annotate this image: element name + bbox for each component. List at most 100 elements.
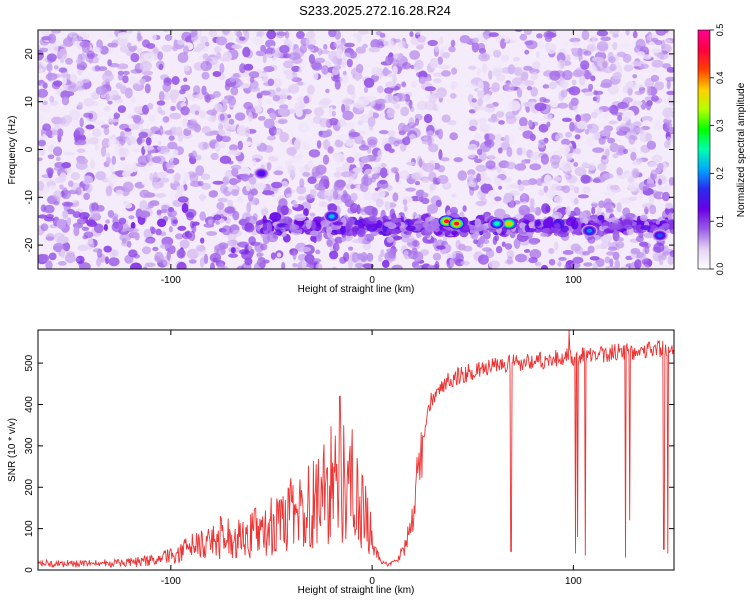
- y-tick-label: 0: [24, 146, 35, 152]
- spectrogram-speckle: [143, 145, 155, 151]
- x-tick: -100: [161, 30, 181, 286]
- spectrogram-speckle: [465, 83, 477, 88]
- spectrogram-speckle: [604, 265, 617, 269]
- spectrogram-speckle: [304, 194, 313, 200]
- colorbar-tick-label: 0.2: [715, 167, 725, 180]
- spectrogram-speckle: [88, 137, 99, 145]
- spectrogram-speckle: [291, 65, 301, 72]
- spectrogram-speckle: [573, 197, 579, 205]
- spectrogram-speckle: [258, 257, 266, 262]
- spectrogram-speckle: [467, 143, 478, 151]
- spectrogram-band-speckle: [384, 221, 393, 227]
- spectrogram-speckle: [93, 223, 104, 234]
- spectrogram-speckle: [122, 70, 130, 75]
- spectrogram-speckle: [164, 34, 173, 41]
- spectrogram-speckle: [451, 67, 458, 75]
- spectrogram-speckle: [176, 39, 186, 45]
- spectrogram-speckle: [583, 91, 595, 96]
- spectrogram-speckle: [395, 171, 400, 183]
- spectrogram-speckle: [560, 89, 568, 98]
- spectrogram-speckle: [39, 103, 52, 113]
- spectrogram-speckle: [530, 151, 542, 160]
- spectrogram-speckle: [105, 256, 109, 265]
- spectrogram-speckle: [531, 61, 541, 69]
- spectrogram-speckle: [588, 83, 594, 91]
- spectrogram-speckle: [262, 76, 269, 83]
- spectrogram-speckle: [580, 174, 591, 184]
- spectrogram-hotspot: [651, 229, 668, 242]
- spectrogram-speckle: [542, 84, 550, 89]
- spectrogram-speckle: [572, 41, 580, 46]
- spectrogram-speckle: [581, 250, 590, 256]
- spectrogram-speckle: [547, 112, 554, 122]
- spectrogram-speckle: [650, 168, 662, 175]
- spectrogram-speckle: [482, 63, 487, 74]
- spectrogram-speckle: [605, 208, 614, 213]
- spectrogram-speckle: [366, 252, 374, 262]
- spectrogram-speckle: [348, 131, 361, 138]
- spectrogram-speckle: [228, 118, 235, 125]
- spectrogram-speckle: [175, 233, 184, 240]
- spectrogram-speckle: [609, 258, 614, 267]
- spectrogram-speckle: [601, 155, 607, 160]
- spectrogram-speckle: [401, 81, 407, 88]
- spectrogram-speckle: [477, 89, 486, 99]
- spectrogram-speckle: [666, 127, 674, 135]
- spectrogram-x-axis-label: Height of straight line (km): [298, 284, 415, 295]
- spectrogram-speckle: [371, 173, 380, 180]
- spectrogram-speckle: [164, 91, 170, 101]
- spectrogram-speckle: [79, 262, 91, 269]
- spectrogram-band-speckle: [540, 232, 548, 237]
- spectrogram-speckle: [75, 187, 82, 196]
- spectrogram-speckle: [467, 65, 477, 71]
- spectrogram-speckle: [658, 178, 662, 186]
- spectrogram-speckle: [40, 30, 50, 36]
- spectrogram-band-speckle: [267, 223, 273, 232]
- spectrogram-speckle: [622, 97, 634, 103]
- spectrogram-speckle: [177, 196, 189, 203]
- spectrogram-speckle: [51, 116, 63, 125]
- spectrogram-speckle: [603, 112, 609, 119]
- spectrogram-speckle: [375, 98, 387, 105]
- spectrogram-speckle: [73, 225, 80, 237]
- spectrogram-speckle: [304, 253, 315, 264]
- spectrogram-speckle: [524, 40, 534, 46]
- spectrogram-hotspot: [501, 217, 517, 230]
- spectrogram-speckle: [386, 248, 398, 253]
- spectrogram-speckle: [234, 112, 246, 121]
- y-tick: 20: [24, 48, 674, 59]
- spectrogram-band-speckle: [524, 219, 530, 225]
- spectrogram-speckle: [475, 200, 487, 207]
- spectrogram-speckle: [76, 148, 86, 153]
- spectrogram-speckle: [550, 154, 561, 166]
- spectrogram-speckle: [402, 136, 411, 146]
- spectrogram-speckle: [246, 202, 252, 213]
- spectrogram-speckle: [183, 184, 188, 191]
- spectrogram-speckle: [543, 98, 551, 103]
- spectrogram-speckle: [543, 30, 554, 40]
- spectrogram-speckle: [325, 129, 333, 137]
- spectrogram-speckle: [131, 97, 136, 104]
- spectrogram-speckle: [534, 102, 547, 112]
- spectrogram-speckle: [471, 98, 477, 103]
- spectrogram-speckle: [120, 156, 126, 161]
- spectrogram-speckle: [528, 238, 539, 245]
- spectrogram-speckle: [59, 48, 67, 56]
- spectrogram-speckle: [348, 246, 354, 251]
- spectrogram-speckle: [160, 129, 165, 135]
- spectrogram-speckle: [504, 134, 510, 145]
- spectrogram-speckle: [327, 146, 334, 154]
- spectrogram-speckle: [437, 56, 444, 65]
- spectrogram-speckle: [103, 126, 110, 136]
- spectrogram-speckle: [66, 251, 76, 257]
- spectrogram-speckle: [473, 133, 482, 142]
- spectrogram-speckle: [246, 245, 253, 251]
- spectrogram-speckle: [476, 173, 482, 183]
- spectrogram-speckle: [128, 123, 140, 130]
- spectrogram-speckle: [219, 155, 232, 164]
- spectrogram-speckle: [538, 139, 548, 145]
- spectrogram-speckle: [87, 238, 94, 245]
- y-tick: 500: [24, 354, 674, 371]
- spectrogram-speckle: [132, 147, 141, 153]
- spectrogram-speckle: [353, 260, 364, 269]
